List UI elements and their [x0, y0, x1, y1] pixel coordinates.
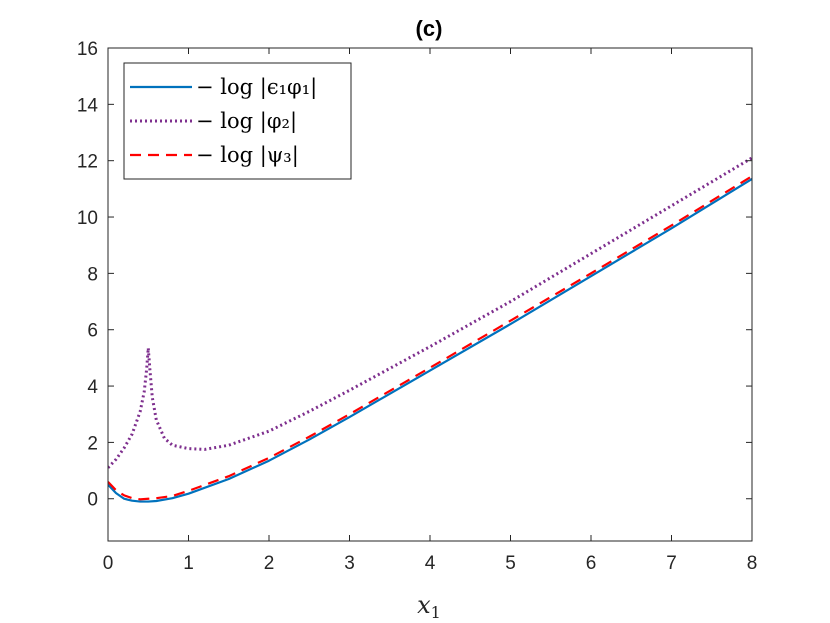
y-tick-label: 14 [77, 95, 99, 116]
y-tick-label: 12 [77, 152, 98, 173]
x-tick-label: 7 [666, 553, 677, 574]
legend-label-0: − log |ϵ₁φ₁| [196, 75, 317, 100]
legend: − log |ϵ₁φ₁| − log |φ₂| − log |ψ₃| [123, 62, 352, 180]
x-axis-label: x1 [417, 591, 441, 622]
chart-title: (c) [416, 16, 443, 41]
y-tick-label: 10 [77, 208, 98, 229]
x-tick-label: 4 [425, 553, 436, 574]
x-axis-label-subscript: 1 [431, 603, 441, 622]
x-tick-label: 2 [264, 553, 275, 574]
series-line-1 [108, 156, 752, 469]
series-line-2 [108, 175, 752, 501]
series-group [108, 156, 752, 503]
y-tick-label: 4 [87, 377, 98, 398]
x-tick-label: 0 [103, 553, 114, 574]
legend-label-2: − log |ψ₃| [196, 143, 299, 168]
y-axis-ticks: 0 2 4 6 8 10 12 14 16 [77, 39, 752, 511]
y-tick-label: 6 [87, 321, 98, 342]
x-axis-ticks: 0 1 2 3 4 5 6 7 8 [103, 48, 758, 574]
x-axis-label-main: x [417, 591, 431, 619]
x-tick-label: 3 [344, 553, 355, 574]
y-tick-label: 0 [87, 490, 98, 511]
series-line-0 [108, 178, 752, 503]
legend-label-1: − log |φ₂| [196, 109, 297, 134]
y-tick-label: 8 [87, 264, 98, 285]
x-tick-label: 8 [747, 553, 758, 574]
x-tick-label: 5 [505, 553, 516, 574]
y-tick-label: 2 [87, 433, 98, 454]
x-tick-label: 1 [183, 553, 194, 574]
y-tick-label: 16 [77, 39, 98, 60]
x-tick-label: 6 [586, 553, 597, 574]
